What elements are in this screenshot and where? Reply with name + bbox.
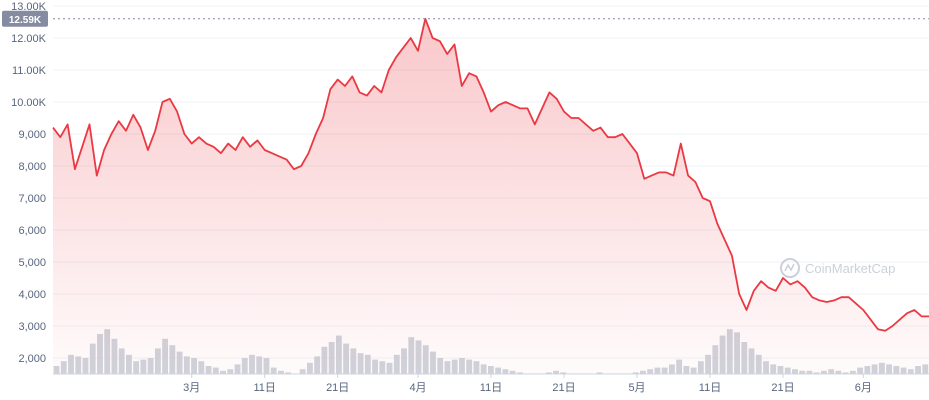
coinmarketcap-logo-icon: [780, 258, 800, 278]
y-tick-label: 13.00K: [11, 1, 47, 13]
y-tick-label: 11.00K: [12, 65, 47, 77]
current-price-badge: 12.59K: [2, 10, 48, 27]
y-tick-label: 10.00K: [11, 97, 47, 109]
price-area: [53, 18, 929, 375]
x-tick-label: 11日: [253, 382, 275, 394]
y-tick-label: 2,000: [18, 353, 46, 365]
y-axis: 2,000 3,000 4,000 5,000 6,000 7,000 8,000 9,000…: [11, 1, 47, 365]
y-tick-label: 4,000: [18, 289, 46, 301]
x-tick-label: 21日: [326, 382, 349, 394]
watermark-text: CoinMarketCap: [805, 261, 895, 276]
y-tick-label: 5,000: [18, 257, 46, 269]
price-line: [52, 17, 929, 332]
y-tick-label: 12.00K: [11, 33, 47, 45]
x-tick-label: 3月: [183, 382, 200, 394]
y-tick-label: 6,000: [18, 225, 46, 237]
x-tick-label: 4月: [409, 382, 426, 394]
x-tick-label: 21日: [552, 382, 575, 394]
y-tick-label: 7,000: [18, 193, 46, 205]
x-tick-label: 5月: [628, 382, 645, 394]
y-tick-label: 8,000: [18, 161, 46, 173]
current-price-label: 12.59K: [9, 15, 42, 26]
y-tick-label: 9,000: [18, 129, 46, 141]
x-tick-label: 21日: [771, 382, 794, 394]
x-tick-label: 6月: [855, 382, 872, 394]
watermark: CoinMarketCap: [780, 258, 895, 278]
y-tick-label: 3,000: [18, 321, 46, 333]
x-tick-label: 11日: [699, 382, 721, 394]
coinmarketcap-logo-mark: [784, 263, 795, 272]
x-axis: 3月 11日 21日 4月 11日 21日 5月 11日 21日 6月: [183, 374, 872, 394]
current-price-badge-bg: [2, 10, 48, 27]
x-tick-label: 11日: [480, 382, 502, 394]
